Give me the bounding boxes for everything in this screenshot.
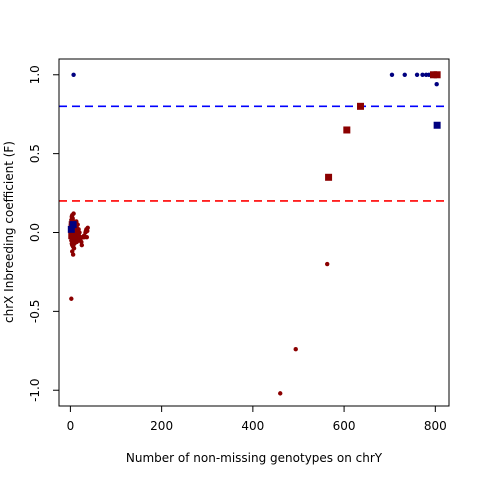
data-point — [325, 261, 330, 267]
x-axis-title: Number of non-missing genotypes on chrY — [126, 451, 383, 465]
data-point-square — [357, 102, 365, 110]
data-point — [83, 228, 89, 234]
x-tick-label: 0 — [67, 419, 75, 433]
data-point-square — [429, 71, 437, 79]
data-point — [76, 238, 81, 243]
y-tick-label: -1.0 — [28, 379, 42, 402]
data-point — [79, 242, 85, 248]
x-tick-label: 200 — [150, 419, 173, 433]
y-tick-label: 1.0 — [28, 65, 42, 84]
data-point-square — [67, 225, 75, 233]
y-axis-title: chrX Inbreeding coefficient (F) — [2, 141, 16, 323]
data-point — [71, 211, 76, 216]
y-tick-label: 0.5 — [28, 144, 42, 163]
data-point-square — [433, 71, 441, 79]
data-point-square — [69, 221, 77, 229]
data-point — [70, 217, 75, 223]
x-tick-label: 400 — [241, 419, 264, 433]
data-point-square — [433, 121, 441, 129]
x-axis: 0 200 400 600 800 — [67, 405, 447, 433]
x-tick-label: 600 — [333, 419, 356, 433]
data-points — [67, 71, 441, 396]
data-point — [434, 82, 439, 87]
data-point — [420, 72, 425, 77]
data-point — [77, 230, 82, 235]
data-point-square — [343, 126, 351, 134]
data-point — [71, 72, 76, 77]
y-tick-label: 0.0 — [28, 223, 42, 242]
data-point — [84, 235, 90, 240]
y-tick-label: -0.5 — [28, 300, 42, 323]
data-point-square — [325, 173, 333, 181]
data-point — [402, 72, 407, 77]
data-point — [70, 249, 75, 254]
x-tick-label: 800 — [424, 419, 447, 433]
data-point — [389, 72, 395, 77]
data-point — [278, 391, 283, 396]
data-point — [293, 347, 298, 352]
plot-frame — [58, 58, 450, 407]
y-axis: -1.0 -0.5 0.0 0.5 1.0 — [28, 65, 60, 402]
reference-lines — [59, 105, 449, 202]
data-point — [69, 296, 74, 301]
data-point — [414, 72, 420, 77]
